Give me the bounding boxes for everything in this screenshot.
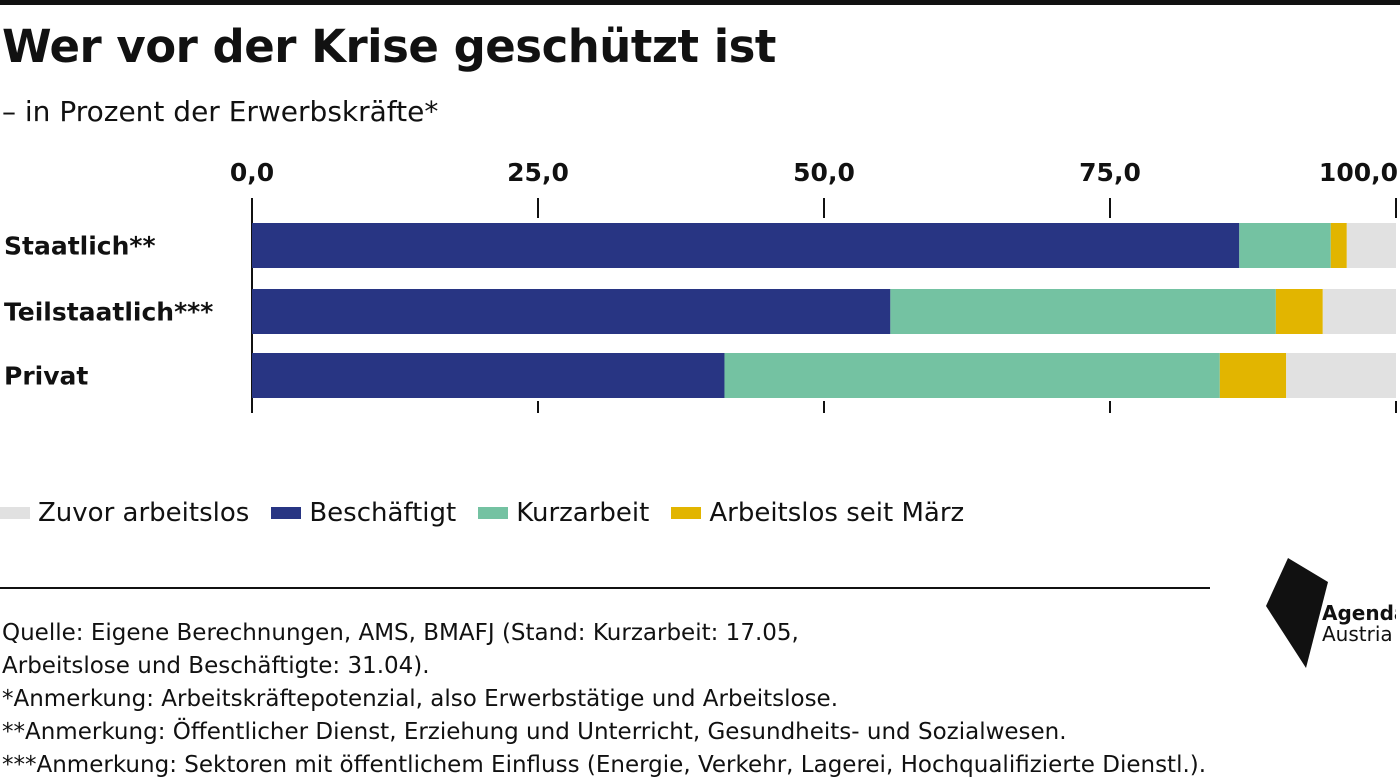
source-line: Quelle: Eigene Berechnungen, AMS, BMAFJ … — [2, 620, 799, 646]
x-tick-label: 50,0 — [793, 158, 855, 187]
legend-swatch-kurzarbeit — [478, 507, 509, 519]
x-tick-label: 75,0 — [1079, 158, 1141, 187]
footer-divider — [0, 587, 1210, 589]
chart-subtitle: – in Prozent der Erwerbskräfte* — [2, 95, 439, 128]
logo-text-austria: Austria — [1322, 622, 1393, 646]
top-rule — [0, 0, 1400, 5]
logo-text-agenda: Agenda — [1322, 601, 1396, 625]
bar-segment — [1346, 223, 1396, 268]
x-tick-label: 0,0 — [230, 158, 274, 187]
x-tick-label: 100,0 — [1319, 158, 1398, 187]
bar-segment — [724, 353, 1220, 398]
bar-segment — [1275, 289, 1323, 334]
bar-segment — [1286, 353, 1396, 398]
legend-item-arbeitslos-seit-maerz: Arbeitslos seit März — [671, 498, 964, 528]
bar-segment — [890, 289, 1276, 334]
category-label: Staatlich** — [4, 232, 156, 261]
legend-item-kurzarbeit: Kurzarbeit — [478, 498, 649, 528]
bar-segment — [1322, 289, 1396, 334]
footnote-1: *Anmerkung: Arbeitskräftepotenzial, also… — [2, 686, 839, 712]
bar-segment — [252, 223, 1240, 268]
source-notes: Quelle: Eigene Berechnungen, AMS, BMAFJ … — [2, 617, 1206, 782]
bar-segment — [1330, 223, 1347, 268]
legend-swatch-arbeitslos-seit-maerz — [671, 507, 702, 519]
logo-mark-icon — [1266, 558, 1328, 668]
category-label: Privat — [4, 362, 88, 391]
legend-label-arbeitslos-seit-maerz: Arbeitslos seit März — [709, 498, 965, 528]
footnote-3: ***Anmerkung: Sektoren mit öffentlichem … — [2, 752, 1207, 778]
legend-label-beschaeftigt: Beschäftigt — [309, 498, 457, 528]
legend-label-zuvor-arbeitslos: Zuvor arbeitslos — [38, 498, 250, 528]
chart-legend: Zuvor arbeitslos Beschäftigt Kurzarbeit … — [0, 498, 986, 528]
footnote-2: **Anmerkung: Öffentlicher Dienst, Erzieh… — [2, 719, 1067, 745]
legend-item-zuvor-arbeitslos: Zuvor arbeitslos — [0, 498, 249, 528]
source-line-continued: Arbeitslose und Beschäftigte: 31.04). — [2, 653, 430, 679]
category-label: Teilstaatlich*** — [4, 298, 213, 327]
bar-segment — [1239, 223, 1331, 268]
agenda-austria-logo: Agenda Austria — [1266, 558, 1396, 668]
bar-segment — [252, 289, 891, 334]
chart-title: Wer vor der Krise geschützt ist — [2, 20, 776, 73]
legend-label-kurzarbeit: Kurzarbeit — [516, 498, 650, 528]
legend-item-beschaeftigt: Beschäftigt — [271, 498, 456, 528]
bar-segment — [1219, 353, 1287, 398]
x-tick-label: 25,0 — [507, 158, 569, 187]
legend-swatch-zuvor-arbeitslos — [0, 507, 30, 519]
bar-segment — [252, 353, 725, 398]
bar-chart: 0,0 25,0 50,0 75,0 100,0 Staatlich** Teilstaat… — [4, 158, 1398, 413]
legend-swatch-beschaeftigt — [271, 507, 302, 519]
